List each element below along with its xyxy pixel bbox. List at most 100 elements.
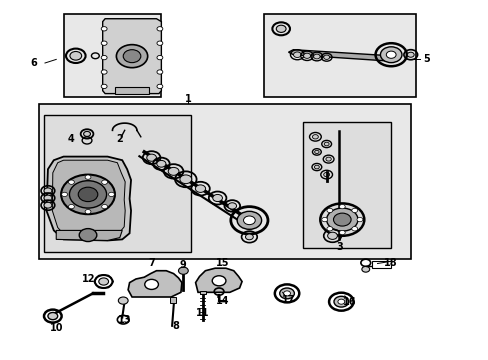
Bar <box>170 297 176 303</box>
Circle shape <box>101 55 107 60</box>
Circle shape <box>70 51 81 60</box>
Circle shape <box>116 45 147 68</box>
Circle shape <box>157 84 163 89</box>
Circle shape <box>243 216 255 225</box>
Circle shape <box>356 217 362 222</box>
Text: 14: 14 <box>215 296 229 306</box>
Bar <box>264 14 415 97</box>
Circle shape <box>102 204 107 209</box>
Circle shape <box>333 213 350 226</box>
Circle shape <box>146 154 156 161</box>
Circle shape <box>44 202 52 208</box>
Circle shape <box>123 50 141 63</box>
Polygon shape <box>52 160 125 235</box>
Circle shape <box>68 204 74 209</box>
Circle shape <box>380 47 401 63</box>
Circle shape <box>61 175 115 214</box>
Circle shape <box>361 266 369 272</box>
Circle shape <box>118 297 128 304</box>
Circle shape <box>157 41 163 45</box>
Circle shape <box>314 165 319 169</box>
Circle shape <box>61 192 67 197</box>
Bar <box>371 261 390 268</box>
Text: 3: 3 <box>336 242 343 252</box>
Text: 10: 10 <box>49 323 63 333</box>
Circle shape <box>323 172 329 177</box>
Polygon shape <box>195 268 242 292</box>
Circle shape <box>276 25 285 32</box>
Bar <box>39 104 410 259</box>
Circle shape <box>325 157 331 161</box>
Circle shape <box>168 167 179 175</box>
Bar <box>303 122 390 248</box>
Circle shape <box>283 291 290 296</box>
Circle shape <box>85 210 91 214</box>
Circle shape <box>108 192 114 197</box>
Circle shape <box>227 203 236 209</box>
Circle shape <box>326 226 332 231</box>
Bar <box>63 14 161 97</box>
Text: 7: 7 <box>148 258 155 268</box>
Circle shape <box>337 299 344 304</box>
Text: 2: 2 <box>116 134 123 144</box>
Circle shape <box>157 27 163 31</box>
Text: 9: 9 <box>180 260 186 270</box>
Circle shape <box>245 234 253 240</box>
Circle shape <box>85 175 91 179</box>
Polygon shape <box>46 157 131 240</box>
Circle shape <box>178 267 188 274</box>
Text: 13: 13 <box>118 315 131 325</box>
Text: 15: 15 <box>215 258 229 268</box>
Circle shape <box>83 131 90 136</box>
Circle shape <box>386 51 395 58</box>
Circle shape <box>48 312 58 320</box>
Circle shape <box>101 27 107 31</box>
Circle shape <box>313 54 320 59</box>
Circle shape <box>326 208 357 231</box>
Polygon shape <box>288 50 390 61</box>
Polygon shape <box>56 230 122 240</box>
Circle shape <box>324 142 328 146</box>
Text: 11: 11 <box>196 308 209 318</box>
Circle shape <box>78 187 98 202</box>
Circle shape <box>339 230 345 235</box>
Bar <box>115 87 149 94</box>
Circle shape <box>68 180 74 184</box>
Circle shape <box>339 204 345 209</box>
Circle shape <box>101 70 107 74</box>
Circle shape <box>314 150 318 153</box>
Circle shape <box>44 188 52 194</box>
Circle shape <box>101 84 107 89</box>
Text: 4: 4 <box>67 134 74 144</box>
Text: 8: 8 <box>172 321 179 331</box>
Circle shape <box>326 208 332 213</box>
Circle shape <box>312 135 318 139</box>
Text: 5: 5 <box>422 54 429 64</box>
Circle shape <box>44 195 52 201</box>
Circle shape <box>351 208 357 213</box>
Circle shape <box>157 161 165 167</box>
Bar <box>44 115 190 252</box>
Circle shape <box>333 296 348 307</box>
Text: 17: 17 <box>281 294 295 305</box>
Text: 12: 12 <box>82 274 96 284</box>
Circle shape <box>195 185 205 192</box>
Circle shape <box>69 181 106 208</box>
Circle shape <box>180 175 191 184</box>
Circle shape <box>99 278 108 285</box>
Circle shape <box>144 279 158 289</box>
Circle shape <box>157 70 163 74</box>
Circle shape <box>101 41 107 45</box>
Circle shape <box>407 52 413 57</box>
Circle shape <box>279 288 294 299</box>
Circle shape <box>212 276 225 286</box>
Circle shape <box>293 52 301 58</box>
Circle shape <box>237 211 261 229</box>
Text: 18: 18 <box>384 258 397 268</box>
Circle shape <box>303 53 310 58</box>
Text: 16: 16 <box>342 297 356 307</box>
Circle shape <box>327 232 337 239</box>
Polygon shape <box>128 271 182 297</box>
Circle shape <box>157 55 163 60</box>
Circle shape <box>102 180 107 184</box>
